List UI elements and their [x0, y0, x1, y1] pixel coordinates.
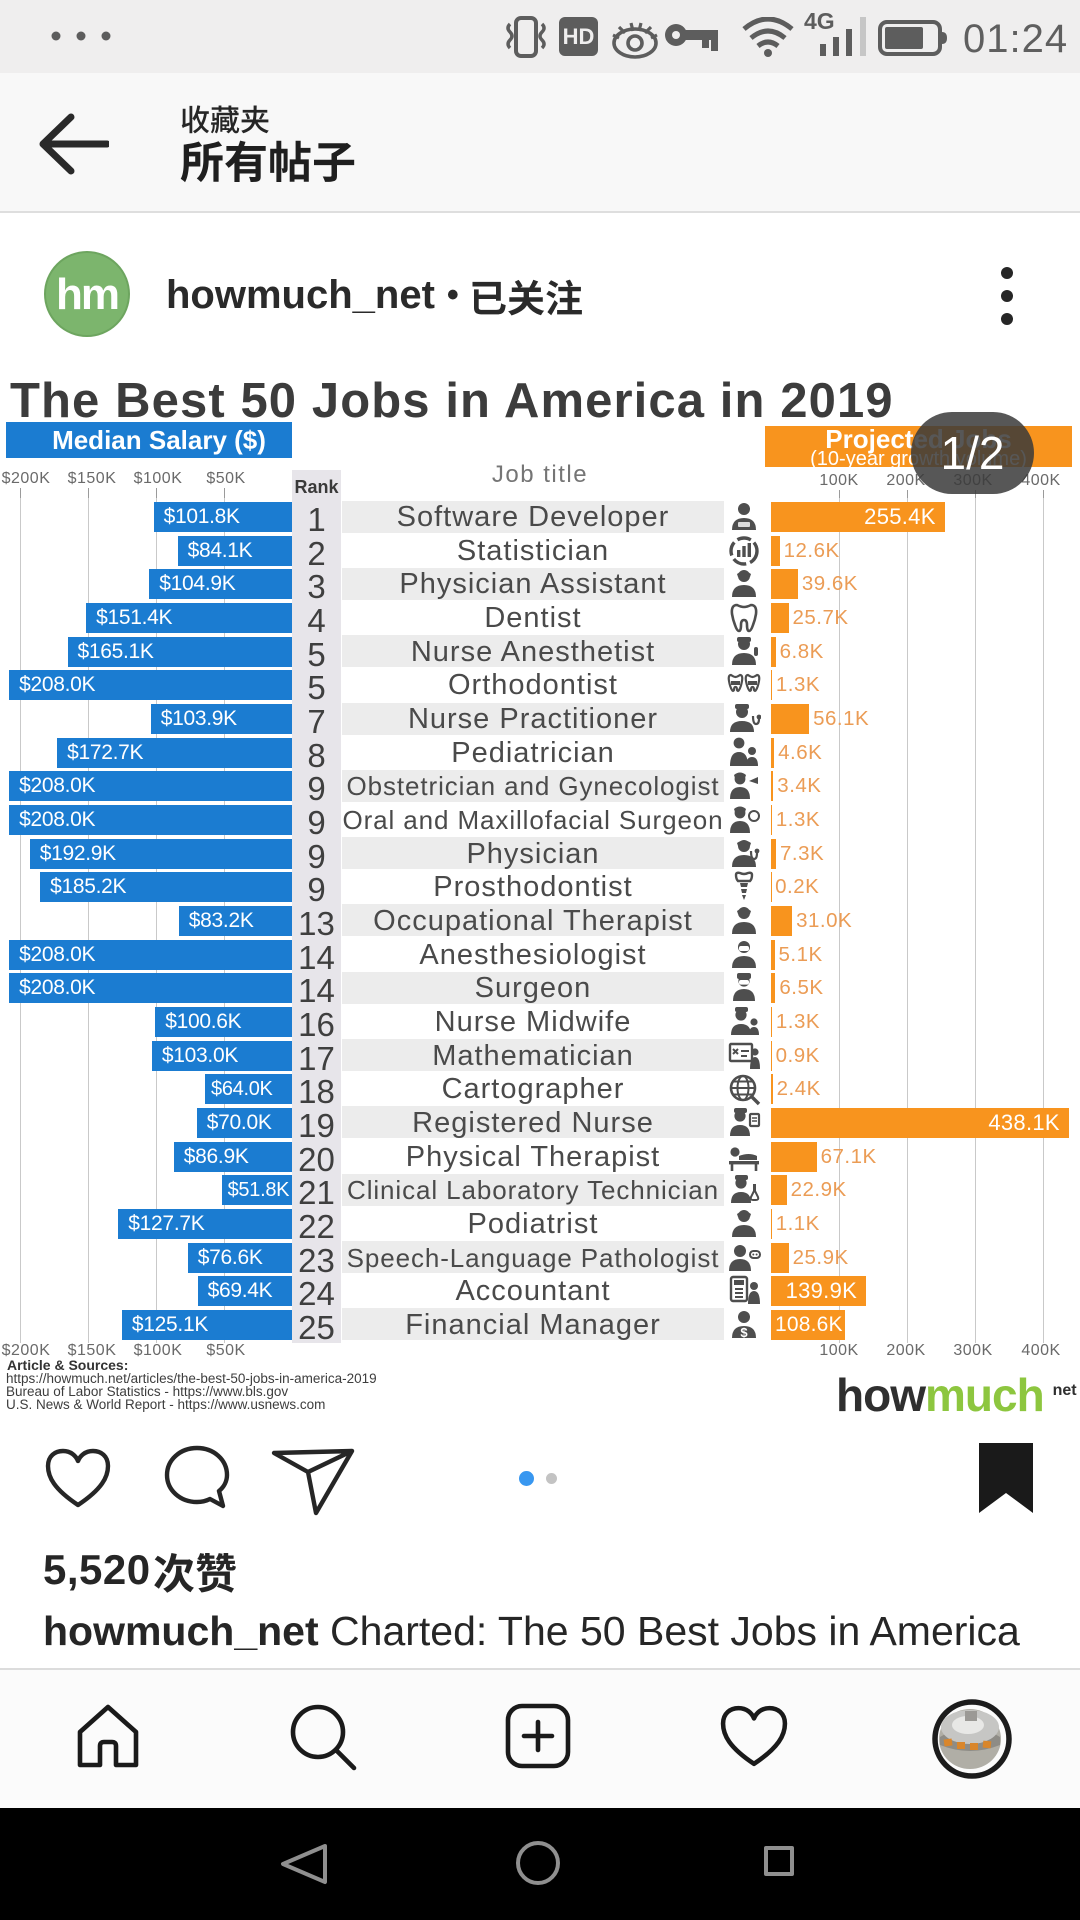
svg-text:$: $: [740, 1325, 748, 1340]
